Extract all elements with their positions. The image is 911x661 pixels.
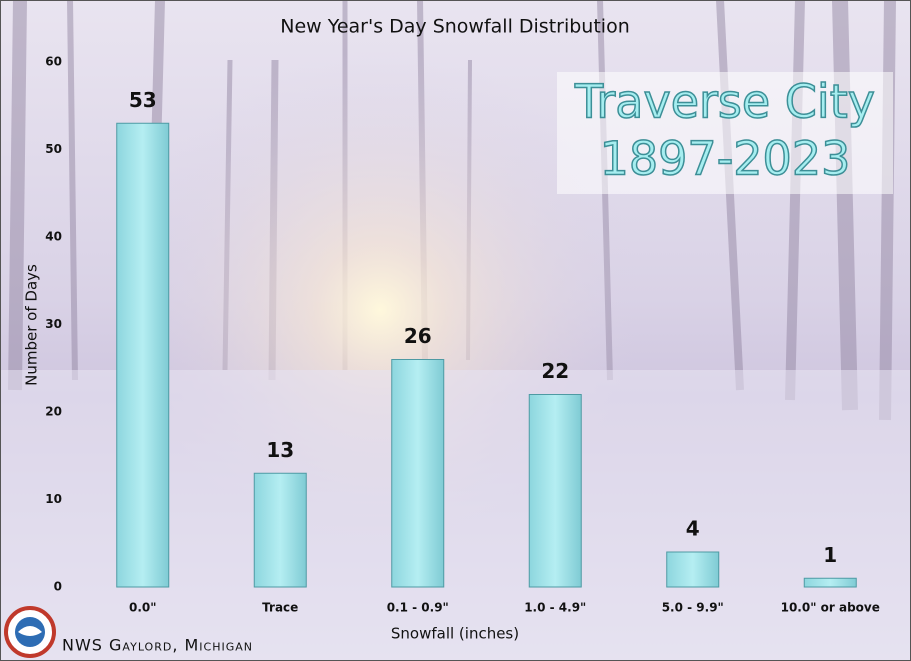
y-tick-label: 20	[45, 405, 62, 419]
y-tick-label: 40	[45, 230, 62, 244]
y-tick-label: 50	[45, 142, 62, 156]
value-label: 4	[686, 517, 700, 541]
y-tick-label: 10	[45, 492, 62, 506]
x-tick-label: 0.1 - 0.9"	[387, 601, 449, 615]
y-tick-label: 60	[45, 55, 62, 69]
y-tick-label: 30	[45, 317, 62, 331]
annotation-line: Traverse City	[574, 75, 875, 129]
x-tick-label: 1.0 - 4.9"	[524, 601, 586, 615]
value-label: 26	[404, 324, 432, 348]
value-label: 53	[129, 88, 157, 112]
bar	[391, 359, 445, 588]
x-tick-label: 0.0"	[129, 601, 157, 615]
bar	[253, 472, 307, 588]
bar	[666, 551, 720, 588]
x-axis-label: Snowfall (inches)	[391, 625, 519, 643]
chart-title: New Year's Day Snowfall Distribution	[280, 16, 629, 38]
x-tick-label: Trace	[262, 601, 298, 615]
annotation-box	[557, 72, 893, 194]
y-tick-label: 0	[54, 580, 62, 594]
x-tick-label: 10.0" or above	[781, 601, 880, 615]
bar	[528, 394, 582, 588]
value-label: 22	[541, 359, 569, 383]
y-axis-label: Number of Days	[23, 264, 41, 386]
value-label: 1	[823, 543, 837, 567]
nws-logo	[4, 606, 56, 658]
value-label: 13	[266, 438, 294, 462]
bar	[116, 122, 170, 588]
annotation-line: 1897-2023	[600, 132, 851, 186]
bar	[803, 577, 857, 588]
footer: NWS Gaylord, Michigan	[62, 636, 253, 655]
x-tick-label: 5.0 - 9.9"	[662, 601, 724, 615]
